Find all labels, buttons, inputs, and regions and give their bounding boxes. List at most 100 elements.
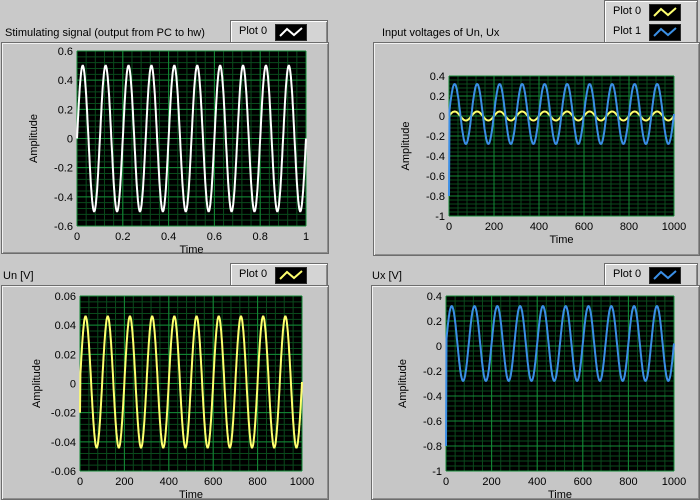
y-axis-title: Amplitude bbox=[31, 359, 43, 408]
y-tick-label: -0.6 bbox=[426, 171, 445, 183]
x-tick-label: 0 bbox=[77, 476, 83, 488]
chart-title-un: Un [V] bbox=[3, 270, 34, 282]
y-tick-label: -0.02 bbox=[51, 408, 76, 420]
y-tick-label: -0.06 bbox=[51, 466, 76, 478]
x-tick-label: 1000 bbox=[290, 476, 314, 488]
y-tick-label: 0.06 bbox=[55, 291, 76, 303]
x-axis-title: Time bbox=[549, 234, 573, 246]
graph-svg-un: 0 200 400 600 800 1000 0.06 0.04 0.02 0 -0.02 -0.04… bbox=[31, 291, 314, 499]
graph-panel-ux: 0 200 400 600 800 1000 0.4 0.2 0 -0.2 -0.4 -0.6 -0.8… bbox=[371, 285, 700, 500]
plot-line-swatch-icon bbox=[275, 24, 307, 41]
x-axis-title: Time bbox=[548, 489, 572, 499]
y-tick-label: -0.04 bbox=[51, 437, 76, 449]
major-grid bbox=[448, 75, 675, 217]
y-tick-label: 0.4 bbox=[58, 75, 73, 87]
plot-line-swatch-icon bbox=[649, 267, 681, 284]
x-tick-label: 0.8 bbox=[253, 231, 268, 243]
legend-item-plot0[interactable]: Plot 0 bbox=[231, 264, 327, 286]
x-axis-title: Time bbox=[179, 244, 203, 253]
y-tick-label: -0.4 bbox=[423, 391, 442, 403]
y-tick-label: 0.4 bbox=[430, 71, 445, 83]
legend-label: Plot 0 bbox=[239, 268, 268, 280]
x-tick-label: 400 bbox=[530, 221, 548, 233]
legend-item-plot0[interactable]: Plot 0 bbox=[605, 264, 697, 286]
x-tick-label: 200 bbox=[115, 476, 133, 488]
legend-label: Plot 0 bbox=[613, 5, 642, 17]
y-tick-label: 0.2 bbox=[427, 316, 442, 328]
graph-svg-ux: 0 200 400 600 800 1000 0.4 0.2 0 -0.2 -0.4 -0.6 -0.8… bbox=[397, 291, 686, 499]
x-tick-label: 1000 bbox=[662, 476, 686, 488]
chart-title-stim: Stimulating signal (output from PC to hw… bbox=[5, 27, 205, 39]
x-tick-label: 600 bbox=[204, 476, 222, 488]
legend-label: Plot 0 bbox=[239, 25, 268, 37]
x-axis-title: Time bbox=[179, 489, 203, 499]
x-tick-label: 600 bbox=[574, 476, 592, 488]
x-tick-label: 0.4 bbox=[161, 231, 176, 243]
y-axis-title: Amplitude bbox=[400, 122, 412, 171]
y-tick-label: -1 bbox=[432, 466, 442, 478]
y-tick-label: -0.6 bbox=[54, 221, 73, 233]
graph-panel-un: 0 200 400 600 800 1000 0.06 0.04 0.02 0 -0.02 -0.04… bbox=[1, 285, 329, 500]
y-tick-label: 0.4 bbox=[427, 291, 442, 303]
x-tick-label: 800 bbox=[620, 221, 638, 233]
x-tick-label: 400 bbox=[528, 476, 546, 488]
y-tick-label: 0.2 bbox=[430, 91, 445, 103]
y-axis-title: Amplitude bbox=[28, 114, 40, 163]
x-tick-label: 0.6 bbox=[207, 231, 222, 243]
y-tick-label: 0.02 bbox=[55, 349, 76, 361]
series-line-plot-1 bbox=[448, 83, 675, 197]
y-tick-label: -0.2 bbox=[54, 163, 73, 175]
x-tick-label: 400 bbox=[160, 476, 178, 488]
x-tick-label: 0 bbox=[443, 476, 449, 488]
plot-line-swatch-icon bbox=[275, 267, 307, 284]
y-tick-label: -0.2 bbox=[423, 366, 442, 378]
y-tick-label: 0 bbox=[436, 341, 442, 353]
x-tick-label: 0 bbox=[74, 231, 80, 243]
graph-svg-input: 0 200 400 600 800 1000 0.4 0.2 0 -0.2 -0.4 -0.6 -0.8… bbox=[400, 71, 686, 246]
series-line-plot-0 bbox=[76, 64, 307, 213]
plot-area[interactable] bbox=[449, 76, 674, 216]
y-axis-title: Amplitude bbox=[397, 359, 409, 408]
y-tick-label: -0.6 bbox=[423, 416, 442, 428]
plot-line-swatch-icon bbox=[649, 4, 681, 21]
y-tick-label: -0.8 bbox=[423, 441, 442, 453]
y-tick-label: 0 bbox=[70, 379, 76, 391]
y-tick-label: -0.4 bbox=[426, 151, 445, 163]
x-tick-label: 800 bbox=[619, 476, 637, 488]
y-tick-label: -0.2 bbox=[426, 131, 445, 143]
y-tick-label: 0.04 bbox=[55, 320, 76, 332]
legend-label: Plot 1 bbox=[613, 25, 642, 37]
plot-line-swatch-icon bbox=[649, 24, 681, 41]
legend-stim[interactable]: Plot 0 bbox=[230, 20, 328, 44]
legend-un[interactable]: Plot 0 bbox=[230, 263, 328, 287]
legend-item-plot0[interactable]: Plot 0 bbox=[231, 21, 327, 43]
y-tick-label: 0.6 bbox=[58, 46, 73, 58]
y-tick-label: 0.2 bbox=[58, 104, 73, 116]
series-line-plot-0 bbox=[445, 305, 675, 447]
legend-ux[interactable]: Plot 0 bbox=[604, 263, 698, 287]
x-tick-label: 1000 bbox=[662, 221, 686, 233]
chart-title-ux: Ux [V] bbox=[372, 270, 402, 282]
y-tick-label: 0 bbox=[439, 111, 445, 123]
x-tick-label: 800 bbox=[248, 476, 266, 488]
legend-item-plot0[interactable]: Plot 0 bbox=[605, 1, 697, 23]
plot-area[interactable] bbox=[446, 296, 674, 471]
legend-item-plot1[interactable]: Plot 1 bbox=[605, 21, 697, 43]
y-tick-label: -0.4 bbox=[54, 192, 73, 204]
graph-panel-input: 0 200 400 600 800 1000 0.4 0.2 0 -0.2 -0.4 -0.6 -0.8… bbox=[373, 42, 700, 256]
y-tick-label: -0.8 bbox=[426, 191, 445, 203]
x-tick-label: 0 bbox=[446, 221, 452, 233]
legend-input[interactable]: Plot 0 Plot 1 bbox=[604, 0, 698, 44]
x-tick-label: 1 bbox=[303, 231, 309, 243]
graph-panel-stim: 0 0.2 0.4 0.6 0.8 1 0.6 0.4 0.2 0 -0.2 -0.4 -0.6 Time… bbox=[1, 42, 329, 254]
x-tick-label: 0.2 bbox=[115, 231, 130, 243]
legend-label: Plot 0 bbox=[613, 268, 642, 280]
x-tick-label: 600 bbox=[575, 221, 593, 233]
x-tick-label: 200 bbox=[482, 476, 500, 488]
y-tick-label: 0 bbox=[67, 134, 73, 146]
graph-svg-stim: 0 0.2 0.4 0.6 0.8 1 0.6 0.4 0.2 0 -0.2 -0.4 -0.6 Time… bbox=[28, 46, 309, 253]
series-line-plot-0 bbox=[79, 315, 303, 449]
x-tick-label: 200 bbox=[485, 221, 503, 233]
y-tick-label: -1 bbox=[435, 211, 445, 223]
chart-title-input: Input voltages of Un, Ux bbox=[382, 27, 500, 39]
